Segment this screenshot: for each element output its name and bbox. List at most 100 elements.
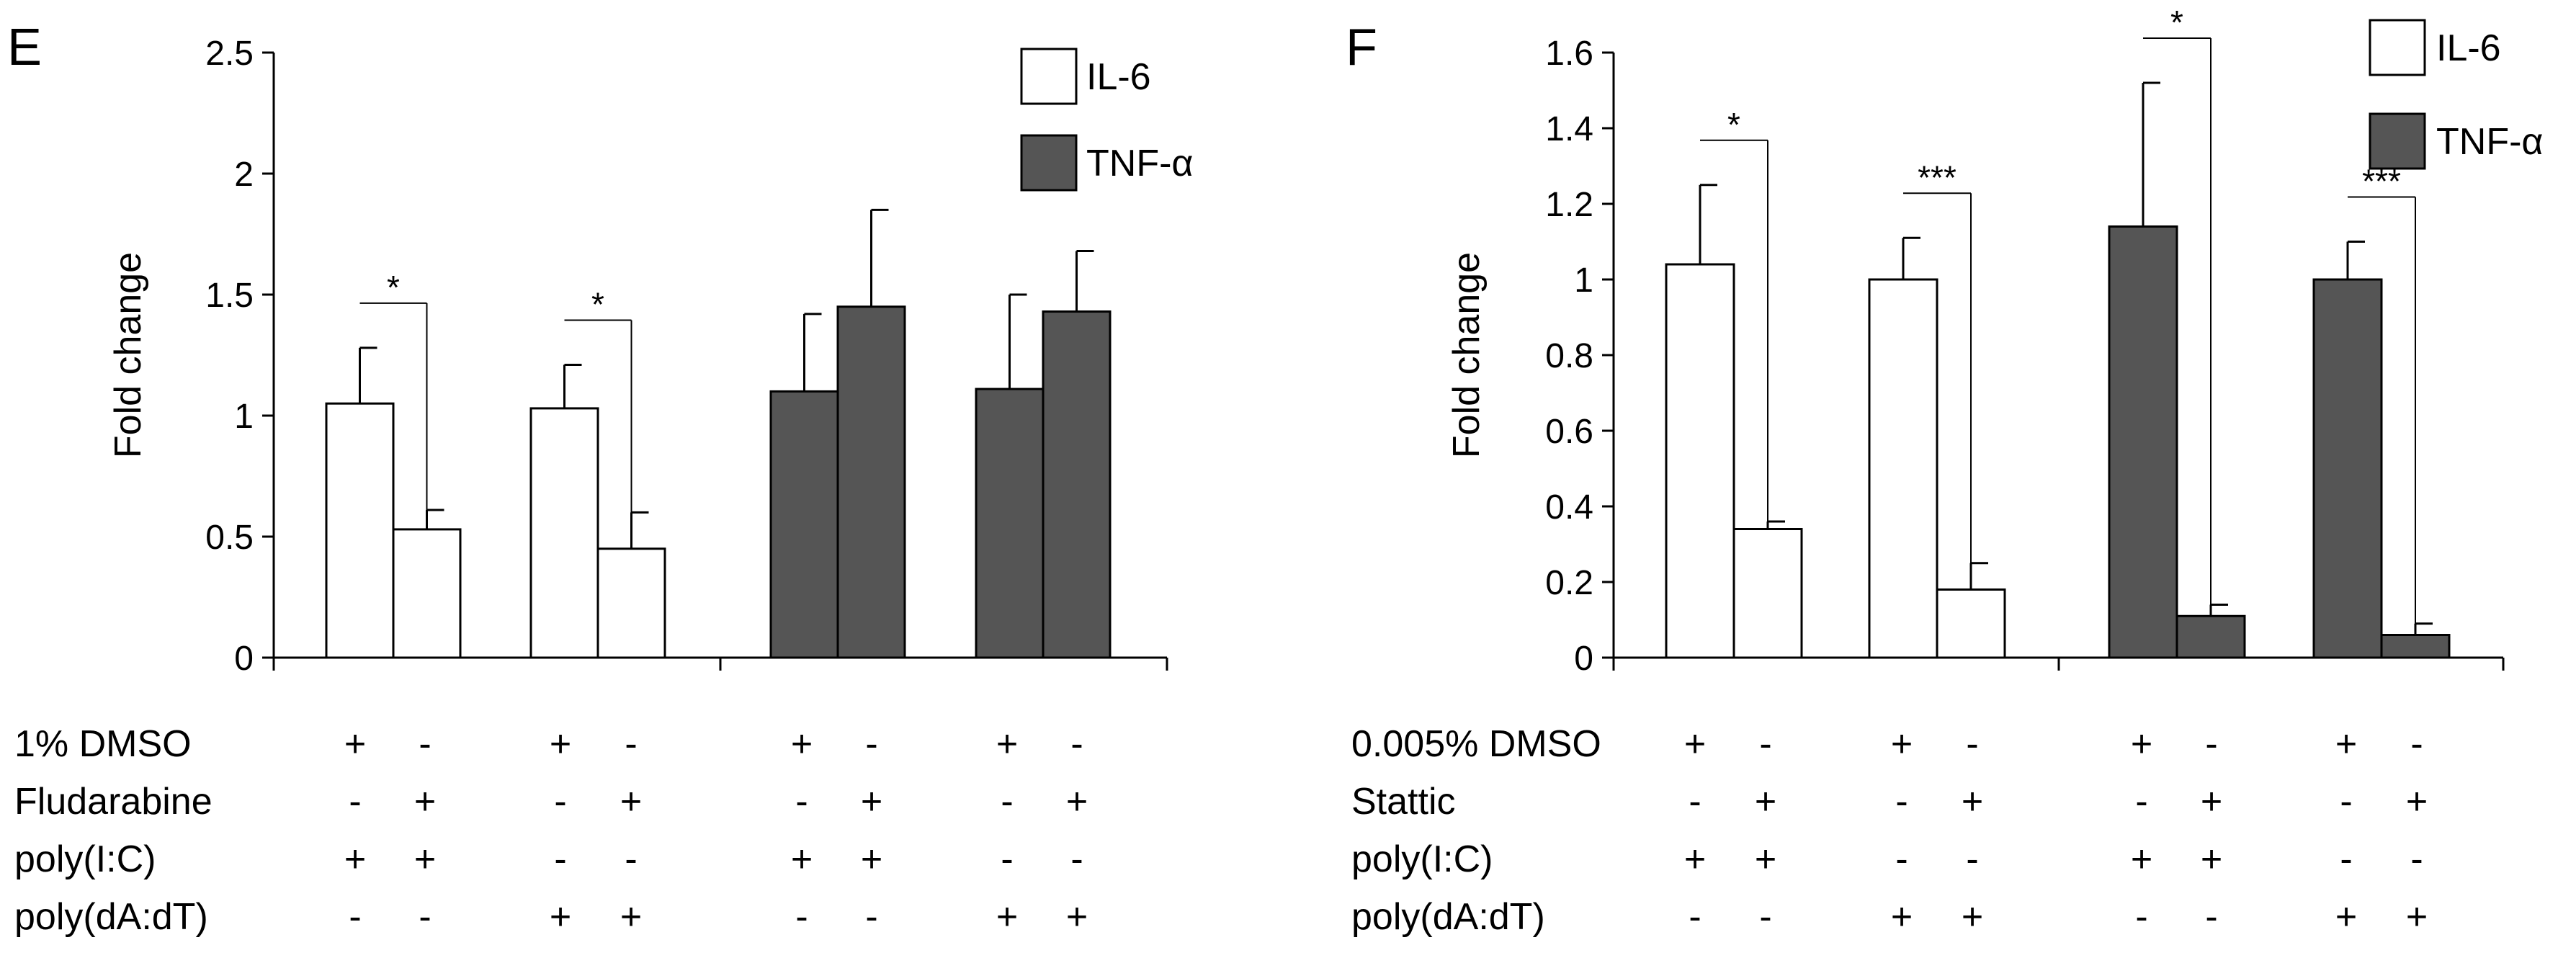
condition-label: poly(dA:dT) bbox=[14, 896, 208, 938]
condition-label: Stattic bbox=[1351, 781, 1456, 823]
y-tick-label: 1 bbox=[1574, 261, 1593, 300]
condition-label: poly(I:C) bbox=[14, 838, 156, 880]
condition-sign: - bbox=[419, 723, 431, 765]
condition-sign: + bbox=[791, 838, 813, 880]
chart-panel-e: E 0 0.5 1 1.5 2 2.5 Fold change IL-6 TNF-α * * 1% DM… bbox=[7, 19, 1193, 938]
condition-sign: + bbox=[2201, 781, 2222, 823]
significance-marker: * bbox=[591, 285, 604, 323]
bar bbox=[1732, 528, 1803, 659]
condition-sign: + bbox=[1962, 896, 1983, 938]
legend-label: TNF-α bbox=[1086, 143, 1193, 184]
condition-sign: + bbox=[414, 838, 436, 880]
y-tick-label: 1.2 bbox=[1545, 186, 1593, 224]
condition-sign: + bbox=[1755, 838, 1776, 880]
condition-sign: - bbox=[1759, 896, 1771, 938]
condition-sign: - bbox=[349, 896, 361, 938]
bar bbox=[2380, 634, 2451, 659]
condition-sign: + bbox=[2406, 896, 2428, 938]
condition-sign: + bbox=[1684, 838, 1706, 880]
panel-letter: E bbox=[7, 19, 42, 76]
condition-sign: - bbox=[2410, 723, 2423, 765]
condition-sign: + bbox=[791, 723, 813, 765]
legend-swatch-tnf bbox=[2369, 112, 2426, 170]
bar bbox=[2175, 614, 2246, 659]
y-tick-label: 1.4 bbox=[1545, 110, 1593, 148]
y-tick-label: 0 bbox=[1574, 640, 1593, 678]
condition-sign: - bbox=[2205, 896, 2217, 938]
legend-label: IL-6 bbox=[1086, 56, 1151, 98]
significance-marker: * bbox=[2170, 4, 2183, 41]
condition-sign: - bbox=[1966, 723, 1978, 765]
bar bbox=[596, 547, 666, 659]
condition-sign: - bbox=[419, 896, 431, 938]
condition-sign: + bbox=[550, 723, 571, 765]
y-tick-label: 0.6 bbox=[1545, 413, 1593, 451]
condition-sign: - bbox=[1689, 781, 1701, 823]
condition-sign: - bbox=[2205, 723, 2217, 765]
condition-sign: - bbox=[625, 723, 637, 765]
condition-sign: - bbox=[1966, 838, 1978, 880]
condition-label: poly(I:C) bbox=[1351, 838, 1493, 880]
condition-sign: - bbox=[554, 781, 566, 823]
condition-sign: - bbox=[1759, 723, 1771, 765]
condition-sign: + bbox=[2131, 838, 2152, 880]
condition-sign: + bbox=[996, 723, 1018, 765]
condition-sign: + bbox=[2131, 723, 2152, 765]
condition-sign: - bbox=[1895, 838, 1908, 880]
significance-marker: *** bbox=[1918, 158, 1956, 196]
y-tick-label: 0.2 bbox=[1545, 564, 1593, 602]
condition-sign: - bbox=[1070, 838, 1083, 880]
condition-label: poly(dA:dT) bbox=[1351, 896, 1545, 938]
condition-sign: + bbox=[1962, 781, 1983, 823]
y-axis-label: Fold change bbox=[107, 252, 149, 458]
condition-sign: + bbox=[996, 896, 1018, 938]
condition-sign: + bbox=[2201, 838, 2222, 880]
significance-marker: * bbox=[387, 269, 400, 306]
bar bbox=[975, 388, 1045, 659]
condition-sign: - bbox=[625, 838, 637, 880]
legend-swatch-il6 bbox=[2369, 19, 2426, 76]
condition-sign: + bbox=[620, 781, 642, 823]
bar bbox=[1868, 278, 1938, 659]
significance-marker: *** bbox=[2362, 163, 2401, 200]
bar bbox=[1936, 588, 2006, 659]
condition-sign: - bbox=[865, 723, 877, 765]
bar bbox=[2108, 225, 2178, 659]
y-tick-label: 1.5 bbox=[205, 277, 254, 315]
y-tick-label: 0 bbox=[234, 640, 254, 678]
condition-sign: + bbox=[344, 838, 366, 880]
condition-sign: + bbox=[1891, 723, 1913, 765]
condition-sign: + bbox=[1684, 723, 1706, 765]
condition-sign: - bbox=[2135, 781, 2147, 823]
condition-sign: - bbox=[2410, 838, 2423, 880]
condition-sign: - bbox=[795, 781, 808, 823]
condition-sign: + bbox=[1066, 781, 1088, 823]
condition-sign: + bbox=[1066, 896, 1088, 938]
y-axis-label: Fold change bbox=[1446, 252, 1488, 458]
condition-sign: - bbox=[554, 838, 566, 880]
condition-sign: - bbox=[349, 781, 361, 823]
y-tick-label: 2 bbox=[234, 156, 254, 194]
bar bbox=[1042, 310, 1112, 659]
condition-sign: + bbox=[2335, 896, 2357, 938]
condition-sign: - bbox=[865, 896, 877, 938]
legend-swatch-tnf bbox=[1020, 134, 1078, 192]
bar bbox=[325, 402, 395, 659]
bar bbox=[769, 390, 839, 659]
bar bbox=[836, 305, 906, 659]
condition-label: 1% DMSO bbox=[14, 723, 192, 765]
y-tick-label: 0.4 bbox=[1545, 488, 1593, 527]
significance-marker: * bbox=[1727, 106, 1740, 143]
chart-panel-f: F 0 0.2 0.4 0.6 0.8 1 1.2 1.4 1.6 Fold change IL-6 T… bbox=[1346, 4, 2543, 938]
condition-sign: + bbox=[620, 896, 642, 938]
condition-sign: - bbox=[2340, 781, 2352, 823]
panel-letter: F bbox=[1346, 19, 1377, 76]
bar bbox=[529, 407, 599, 659]
condition-sign: + bbox=[1891, 896, 1913, 938]
y-tick-label: 1.6 bbox=[1545, 35, 1593, 73]
condition-label: Fludarabine bbox=[14, 781, 213, 823]
condition-sign: + bbox=[2335, 723, 2357, 765]
condition-sign: + bbox=[861, 838, 882, 880]
condition-sign: + bbox=[550, 896, 571, 938]
